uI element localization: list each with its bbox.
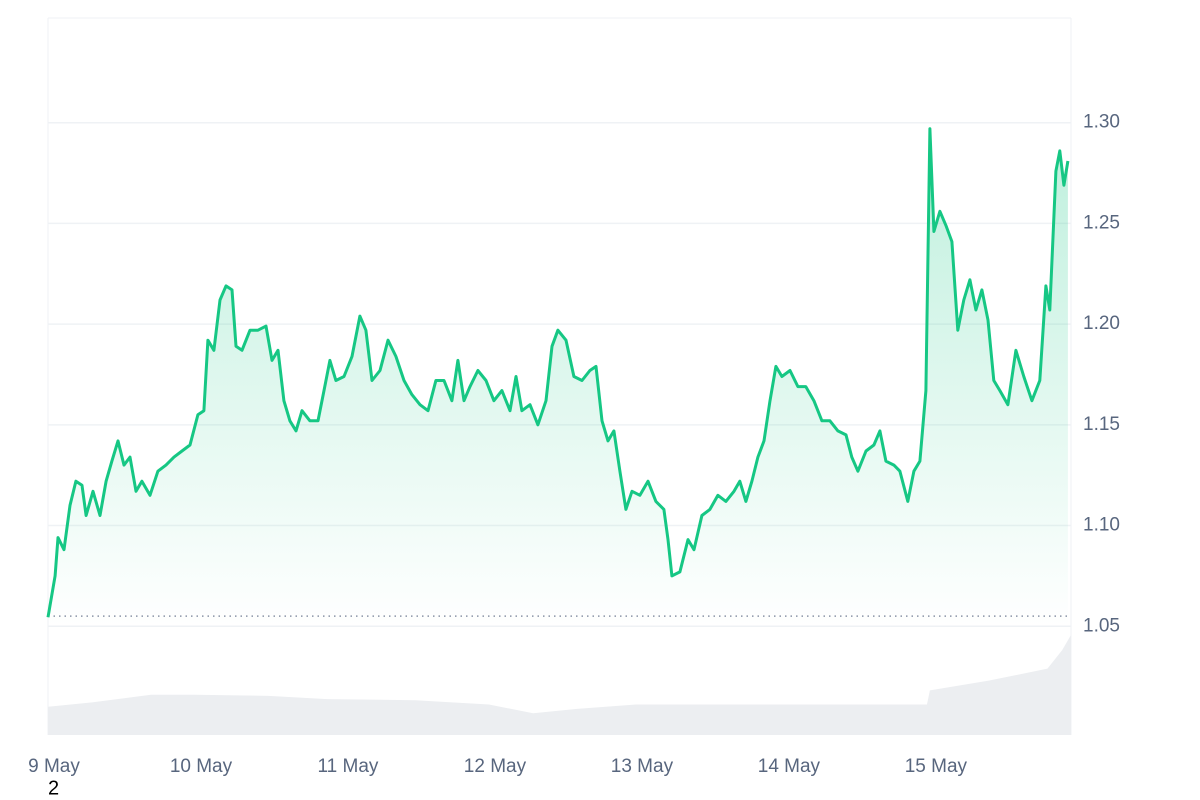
price-line [46, 127, 1070, 618]
y-tick-label: 1.20 [1083, 313, 1120, 334]
x-tick-label: 12 May [464, 756, 527, 777]
x-tick-label: 14 May [758, 756, 821, 777]
y-tick-label: 1.10 [1083, 515, 1120, 536]
y-tick-label: 1.25 [1083, 212, 1120, 233]
x-tick-label: 9 May [28, 756, 80, 777]
y-tick-label: 1.05 [1083, 615, 1120, 636]
x-tick-label: 11 May [318, 756, 379, 777]
x-tick-label: 10 May [170, 756, 233, 777]
y-tick-label: 1.15 [1083, 414, 1120, 435]
footnote: 2 [48, 777, 59, 799]
x-tick-label: 13 May [611, 756, 674, 777]
y-tick-label: 1.30 [1083, 112, 1120, 133]
volume-area [48, 634, 1071, 735]
x-tick-label: 15 May [905, 756, 968, 777]
price-area [48, 128, 1068, 627]
